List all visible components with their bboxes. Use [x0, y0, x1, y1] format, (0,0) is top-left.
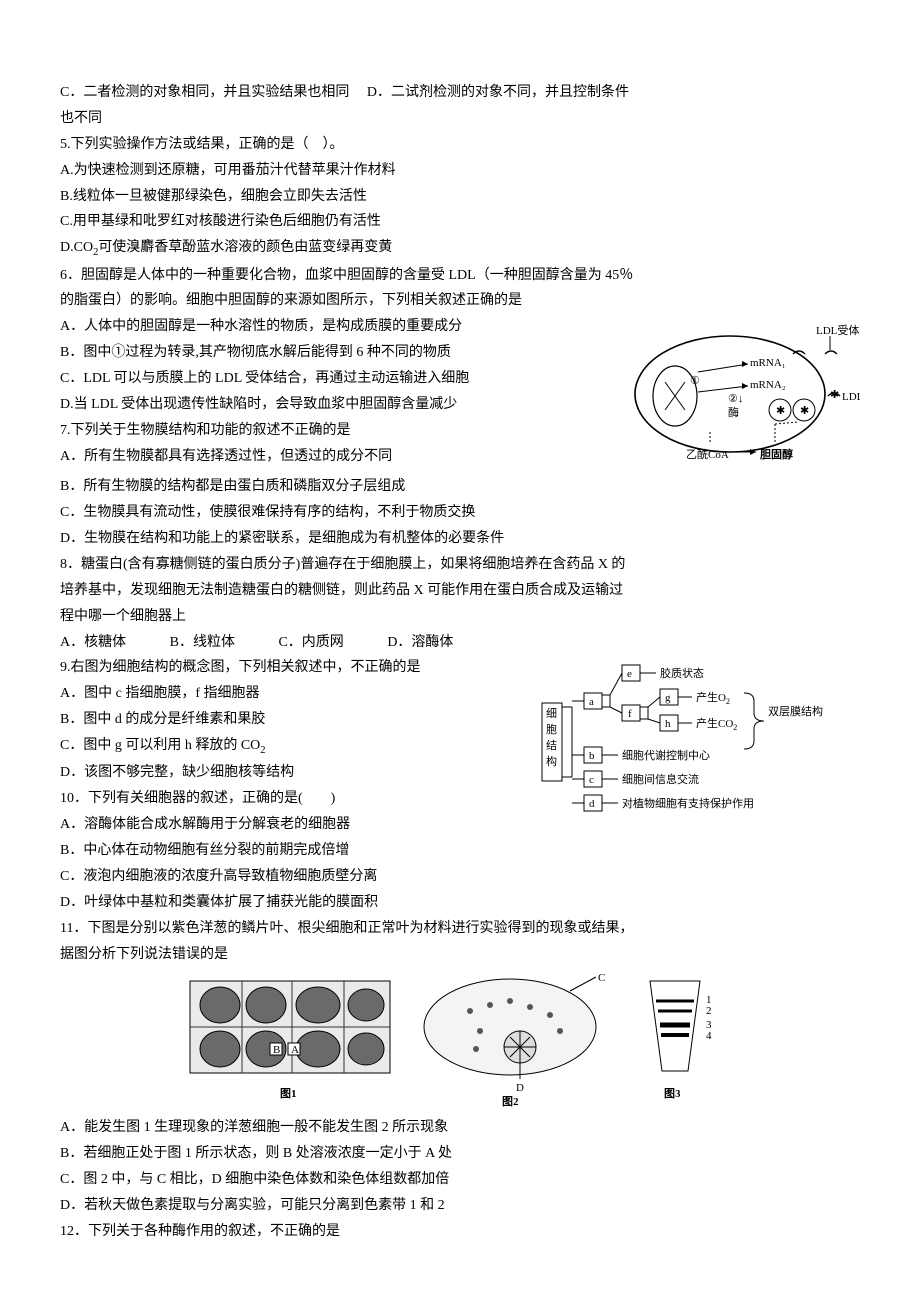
- fig-ldl-mrna2: mRNA₂: [750, 379, 786, 391]
- fig-ldl-step2: ②↓: [728, 393, 743, 405]
- fig-concept-g: 产生O2: [696, 690, 730, 706]
- svg-text:b: b: [589, 750, 595, 762]
- fig-ldl-star3: ✱: [800, 405, 809, 417]
- q5-stem: 5.下列实验操作方法或结果，正确的是（ ）。: [60, 132, 860, 158]
- fig11-D: D: [516, 1082, 524, 1094]
- fig-ldl-star1: ✱: [830, 389, 839, 401]
- fig11-band4: 4: [706, 1030, 712, 1042]
- q11-A: A．能发生图 1 生理现象的洋葱细胞一般不能发生图 2 所示现象: [60, 1115, 860, 1141]
- fig11-cap3: 图3: [664, 1087, 681, 1100]
- q6-figure: ① mRNA₁ mRNA₂ ②↓ 酶 LDL受体 LDL ✱ ✱ ✱ 乙酰CoA…: [630, 314, 860, 474]
- svg-text:结: 结: [546, 739, 557, 752]
- q8-stem3: 程中哪一个细胞器上: [60, 604, 860, 630]
- fig-ldl-acoa: 乙酰CoA: [686, 447, 729, 461]
- fig11-B: B: [273, 1044, 280, 1056]
- fig11-cap2: 图2: [502, 1095, 519, 1108]
- svg-text:h: h: [665, 718, 671, 730]
- fig11-A: A: [291, 1044, 299, 1056]
- fig-ldl-enzyme: 酶: [728, 406, 739, 419]
- q10-C: C．液泡内细胞液的浓度升高导致植物细胞质壁分离: [60, 864, 860, 890]
- svg-text:细: 细: [546, 707, 557, 720]
- q4-opt-d-part2: 也不同: [60, 106, 860, 132]
- fig-concept-e: 胶质状态: [660, 666, 704, 680]
- q9-C: C．图中 g 可以利用 h 释放的 CO2: [60, 733, 532, 760]
- q6-stem2: 的脂蛋白）的影响。细胞中胆固醇的来源如图所示，下列相关叙述正确的是: [60, 288, 860, 314]
- fig-concept-b: 细胞代谢控制中心: [622, 748, 710, 762]
- svg-text:e: e: [627, 668, 632, 680]
- svg-text:d: d: [589, 798, 595, 810]
- q8-D: D．溶酶体: [387, 630, 453, 656]
- svg-text:a: a: [589, 696, 594, 708]
- q10-D: D．叶绿体中基粒和类囊体扩展了捕获光能的膜面积: [60, 890, 860, 916]
- q6-A: A．人体中的胆固醇是一种水溶性的物质，是构成质膜的重要成分: [60, 314, 622, 340]
- q5-A: A.为快速检测到还原糖，可用番茄汁代替苹果汁作材料: [60, 158, 860, 184]
- fig11-cap1: 图1: [280, 1087, 297, 1100]
- q10-B: B．中心体在动物细胞有丝分裂的前期完成倍增: [60, 838, 532, 864]
- fig-ldl-mrna1: mRNA₁: [750, 357, 786, 369]
- svg-text:构: 构: [546, 754, 557, 768]
- svg-text:f: f: [628, 708, 632, 720]
- fig-concept-double: 双层膜结构: [768, 704, 823, 718]
- q9-stem: 9.右图为细胞结构的概念图，下列相关叙述中，不正确的是: [60, 655, 532, 681]
- q12-stem: 12．下列关于各种酶作用的叙述，不正确的是: [60, 1219, 860, 1245]
- q11-stem1: 11．下图是分别以紫色洋葱的鳞片叶、根尖细胞和正常叶为材料进行实验得到的现象或结…: [60, 916, 860, 942]
- q6-stem1: 6．胆固醇是人体中的一种重要化合物，血浆中胆固醇的含量受 LDL（一种胆固醇含量…: [60, 263, 860, 289]
- q9-B: B．图中 d 的成分是纤维素和果胶: [60, 707, 532, 733]
- q9-D: D．该图不够完整，缺少细胞核等结构: [60, 760, 532, 786]
- q11-C: C．图 2 中，与 C 相比，D 细胞中染色体数和染色体组数都加倍: [60, 1167, 860, 1193]
- q5-C: C.用甲基绿和吡罗红对核酸进行染色后细胞仍有活性: [60, 209, 860, 235]
- q6-C: C．LDL 可以与质膜上的 LDL 受体结合，再通过主动运输进入细胞: [60, 366, 622, 392]
- fig-concept-h: 产生CO2: [696, 716, 737, 732]
- svg-text:胞: 胞: [546, 723, 557, 736]
- q9-C-sub: 2: [260, 745, 265, 756]
- q9-A: A．图中 c 指细胞膜，f 指细胞器: [60, 681, 532, 707]
- fig-ldl-chol: 胆固醇: [760, 447, 793, 461]
- q7-stem: 7.下列关于生物膜结构和功能的叙述不正确的是: [60, 418, 622, 444]
- q7-A: A．所有生物膜都具有选择透过性，但透过的成分不同: [60, 444, 622, 470]
- svg-text:g: g: [665, 692, 671, 704]
- q11-stem2: 据图分析下列说法错误的是: [60, 942, 860, 968]
- q6-B: B．图中①过程为转录,其产物彻底水解后能得到 6 种不同的物质: [60, 340, 622, 366]
- q5-D: D.CO2可使溴麝香草酚蓝水溶液的颜色由蓝变绿再变黄: [60, 235, 860, 262]
- q4-opt-c: C．二者检测的对象相同，并且实验结果也相同: [60, 85, 349, 100]
- svg-text:c: c: [589, 774, 594, 786]
- q10-A: A．溶酶体能合成水解酶用于分解衰老的细胞器: [60, 812, 532, 838]
- fig-ldl-ldl-label: LDL: [842, 391, 860, 403]
- q8-stem1: 8．糖蛋白(含有寡糖侧链的蛋白质分子)普遍存在于细胞膜上，如果将细胞培养在含药品…: [60, 552, 860, 578]
- q4-opt-d-part1: D．二试剂检测的对象不同，并且控制条件: [367, 85, 629, 100]
- q5-D-pre: D.CO: [60, 240, 93, 255]
- fig-ldl-receptor-label: LDL受体: [816, 323, 859, 337]
- fig-ldl-step1: ①: [690, 375, 700, 387]
- fig11-C: C: [598, 972, 605, 984]
- q8-stem2: 培养基中，发现细胞无法制造糖蛋白的糖侧链，则此药品 X 可能作用在蛋白质合成及运…: [60, 578, 860, 604]
- q5-D-post: 可使溴麝香草酚蓝水溶液的颜色由蓝变绿再变黄: [98, 240, 392, 255]
- q5-B: B.线粒体一旦被健那绿染色，细胞会立即失去活性: [60, 184, 860, 210]
- fig11-band2: 2: [706, 1005, 712, 1017]
- q11-figure: B A 图1 C D 图2 1 2 3 4 图3: [180, 971, 740, 1111]
- fig-concept-c: 细胞间信息交流: [622, 772, 699, 786]
- q11-D: D．若秋天做色素提取与分离实验，可能只分离到色素带 1 和 2: [60, 1193, 860, 1219]
- q7-D: D．生物膜在结构和功能上的紧密联系，是细胞成为有机整体的必要条件: [60, 526, 860, 552]
- q8-B: B．线粒体: [170, 630, 235, 656]
- q7-C: C．生物膜具有流动性，使膜很难保持有序的结构，不利于物质交换: [60, 500, 860, 526]
- fig-ldl-star2: ✱: [776, 405, 785, 417]
- q9-C-pre: C．图中 g 可以利用 h 释放的 CO: [60, 738, 260, 753]
- q10-stem: 10．下列有关细胞器的叙述，正确的是( ): [60, 786, 532, 812]
- q6-D: D.当 LDL 受体出现遗传性缺陷时，会导致血浆中胆固醇含量减少: [60, 392, 622, 418]
- q4-options: C．二者检测的对象相同，并且实验结果也相同 D．二试剂检测的对象不同，并且控制条…: [60, 80, 860, 106]
- q8-A: A．核糖体: [60, 630, 126, 656]
- q8-C: C．内质网: [278, 630, 343, 656]
- q11-B: B．若细胞正处于图 1 所示状态，则 B 处溶液浓度一定小于 A 处: [60, 1141, 860, 1167]
- q8-options: A．核糖体 B．线粒体 C．内质网 D．溶酶体: [60, 630, 860, 656]
- fig-concept-d: 对植物细胞有支持保护作用: [622, 796, 754, 810]
- q9-figure: 细 胞 结 构 a b c d e f: [540, 655, 860, 835]
- q7-B: B．所有生物膜的结构都是由蛋白质和磷脂双分子层组成: [60, 474, 860, 500]
